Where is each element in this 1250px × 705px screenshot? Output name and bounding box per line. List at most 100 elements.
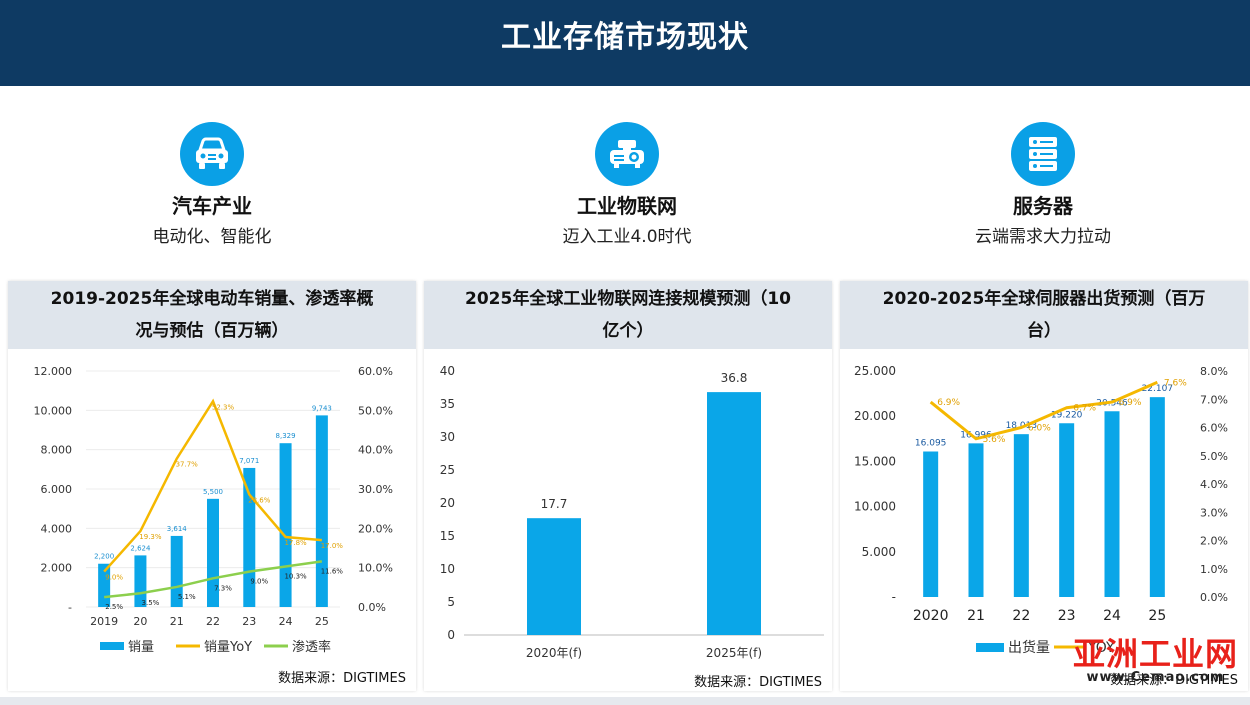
panel-ev-sales: 2019-2025年全球电动车销量、渗透率概况与预估（百万辆） - 2.000 4.… xyxy=(8,281,416,691)
y2-tick-label: 0.0% xyxy=(358,601,386,614)
yoy-data-label: 6.9% xyxy=(1119,398,1142,408)
y2-tick-label: 30.0% xyxy=(358,483,393,496)
projector-icon xyxy=(595,122,659,186)
bar xyxy=(315,415,328,607)
legend-label: 出货量 xyxy=(1008,639,1050,656)
bar-data-label: 22.107 xyxy=(1142,384,1174,394)
y2-tick-label: 1.0% xyxy=(1200,563,1228,576)
data-source: 数据来源：DIGTIMES xyxy=(278,671,406,686)
bar-data-label: 5,500 xyxy=(203,488,223,496)
y2-tick-label: 10.0% xyxy=(358,562,393,575)
y-tick-label: 10 xyxy=(440,562,455,576)
legend-swatch xyxy=(100,642,124,650)
y2-tick-label: 3.0% xyxy=(1200,506,1228,519)
panel-server-shipments: 2020-2025年全球伺服器出货预测（百万台） - 5.000 10.000 15.… xyxy=(840,281,1248,691)
bar-data-label: 3,614 xyxy=(167,525,188,533)
x-tick-label: 2019 xyxy=(90,615,118,628)
penetration-line-data-label: 2.5% xyxy=(105,603,123,611)
y-tick-label: 15 xyxy=(440,529,455,543)
bar-data-label: 8,329 xyxy=(276,432,296,440)
feature-title: 工业物联网 xyxy=(577,194,677,218)
x-tick-label: 25 xyxy=(315,615,329,628)
x-tick-label: 20 xyxy=(133,615,147,628)
watermark-logo: 亚洲工业网 www.Cemao.com xyxy=(1073,636,1238,685)
bar-data-label: 16.996 xyxy=(960,430,992,440)
y-tick-label: 35 xyxy=(440,397,455,411)
server-shipments-chart: - 5.000 10.000 15.000 20.000 25.000 0.0% 1.0% 2.… xyxy=(854,364,1228,656)
yoy-line xyxy=(929,380,1158,441)
yoy-data-label: 5.6% xyxy=(983,435,1006,445)
yoy-line-data-label: 17.0% xyxy=(321,542,344,550)
x-tick-label: 21 xyxy=(170,615,184,628)
panel-title: 2020-2025年全球伺服器出货预测（百万台） xyxy=(840,281,1248,349)
y-tick-label: 20 xyxy=(440,496,455,510)
y-tick-label: 12.000 xyxy=(34,365,73,378)
bar xyxy=(243,467,256,607)
y-tick-label: 5.000 xyxy=(862,545,896,559)
bar xyxy=(1013,434,1029,597)
penetration-line xyxy=(104,560,323,599)
x-tick-label: 23 xyxy=(242,615,256,628)
feature-subtitle: 云端需求大力拉动 xyxy=(975,227,1111,247)
y2-tick-label: 2.0% xyxy=(1200,535,1228,548)
yoy-data-label: 6.0% xyxy=(1028,424,1051,434)
bar xyxy=(968,443,984,597)
y-tick-label: 40 xyxy=(440,364,455,378)
x-tick-label: 25 xyxy=(1148,608,1166,624)
penetration-line-data-label: 5.1% xyxy=(178,593,196,601)
y-tick-label: 6.000 xyxy=(41,483,73,496)
y-tick-label: 25.000 xyxy=(854,364,896,378)
yoy-line-data-label: 52.3% xyxy=(212,403,235,411)
bar xyxy=(1104,411,1120,597)
feature-subtitle: 迈入工业4.0时代 xyxy=(562,227,692,247)
bar-data-label: 19.220 xyxy=(1051,410,1083,420)
bar-data-label: 17.7 xyxy=(541,497,568,511)
feature-automotive: 汽车产业 电动化、智能化 xyxy=(62,122,362,247)
bar xyxy=(170,535,183,607)
y2-tick-label: 5.0% xyxy=(1200,450,1228,463)
y2-tick-label: 50.0% xyxy=(358,404,393,417)
legend-label: 销量YoY xyxy=(204,640,252,655)
y-tick-label: 8.000 xyxy=(41,444,73,457)
x-tick-label: 22 xyxy=(1012,608,1030,624)
y-tick-label: 25 xyxy=(440,463,455,477)
data-source: 数据来源：DIGTIMES xyxy=(1110,673,1238,688)
y-tick-label: 4.000 xyxy=(41,522,73,535)
bottom-strip xyxy=(0,697,1250,705)
y2-tick-label: 6.0% xyxy=(1200,422,1228,435)
y-tick-label: 10.000 xyxy=(854,500,896,514)
header-bar: 工业存储市场现状 xyxy=(0,0,1250,86)
yoy-line-data-label: 37.7% xyxy=(176,461,199,469)
panel-iiot-connections: 2025年全球工业物联网连接规模预测（10亿个） 0 5 10 15 20 25 30 35 4… xyxy=(424,281,832,691)
penetration-line-data-label: 9.0% xyxy=(250,578,268,586)
bar-data-label: 36.8 xyxy=(721,371,748,385)
x-tick-label: 2020年(f) xyxy=(526,646,582,660)
x-tick-label: 23 xyxy=(1058,608,1076,624)
x-tick-label: 2025年(f) xyxy=(706,646,762,660)
legend-label: 渗透率 xyxy=(292,639,331,655)
penetration-line-data-label: 11.6% xyxy=(321,567,344,575)
y-tick-label: 15.000 xyxy=(854,454,896,468)
y2-tick-label: 60.0% xyxy=(358,365,393,378)
feature-server: 服务器 云端需求大力拉动 xyxy=(893,122,1193,247)
data-source: 数据来源：DIGTIMES xyxy=(694,675,822,690)
bar xyxy=(923,451,939,597)
feature-subtitle: 电动化、智能化 xyxy=(152,227,272,247)
legend-swatch xyxy=(976,643,1004,652)
y2-tick-label: 40.0% xyxy=(358,444,393,457)
x-tick-label: 24 xyxy=(1103,608,1121,624)
legend-label: YOY xyxy=(1087,640,1115,656)
yoy-data-label: 6.7% xyxy=(1073,404,1096,414)
feature-title: 汽车产业 xyxy=(172,194,252,218)
bar xyxy=(1059,423,1075,597)
penetration-line-data-label: 7.3% xyxy=(214,584,232,592)
y-tick-label: 5 xyxy=(447,595,455,609)
yoy-line-data-label: 28.6% xyxy=(248,497,271,505)
x-tick-label: 21 xyxy=(967,608,985,624)
bar-data-label: 2,200 xyxy=(94,553,114,561)
yoy-data-label: 7.6% xyxy=(1164,378,1187,388)
bar xyxy=(527,518,581,635)
y2-tick-label: 4.0% xyxy=(1200,478,1228,491)
watermark-url: www.Cemao.com xyxy=(1086,670,1225,685)
y2-tick-label: 0.0% xyxy=(1200,591,1228,604)
